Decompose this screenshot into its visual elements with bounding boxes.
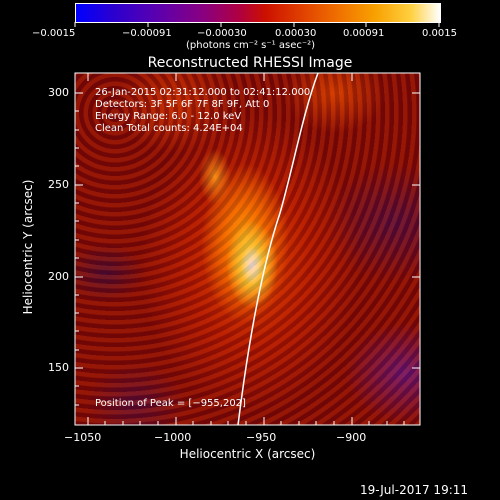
info-line-time: 26-Jan-2015 02:31:12.000 to 02:41:12.000 — [95, 87, 311, 98]
colorbar-tick-label: −0.0015 — [32, 28, 76, 39]
solar-limb-line — [237, 73, 319, 425]
x-tick-label: −1050 — [64, 431, 102, 444]
colorbar-tick-label: 0.0015 — [422, 28, 457, 39]
x-axis-label: Heliocentric X (arcsec) — [179, 447, 316, 461]
info-line-clean: Clean Total counts: 4.24E+04 — [95, 123, 243, 134]
colorbar-tick-label: 0.00030 — [275, 28, 317, 39]
y-tick-label: 300 — [48, 86, 69, 99]
y-tick-label: 250 — [48, 178, 69, 191]
footer-timestamp: 19-Jul-2017 19:11 — [360, 483, 469, 497]
colorbar-tick-label: −0.00030 — [197, 28, 247, 39]
peak-position-label: Position of Peak = [−955,202] — [95, 398, 246, 409]
x-tick-label: −900 — [336, 431, 367, 444]
x-tick-label: −950 — [246, 431, 277, 444]
rhessi-image-panel — [75, 73, 420, 425]
plot-title: Reconstructed RHESSI Image — [147, 55, 353, 71]
colorbar-units-label: (photons cm⁻² s⁻¹ asec⁻²) — [186, 40, 316, 51]
colorbar-tick-label: 0.00091 — [343, 28, 385, 39]
y-axis-label: Heliocentric Y (arcsec) — [21, 179, 35, 315]
y-tick-label: 150 — [48, 361, 69, 374]
colorbar-ticks — [74, 22, 440, 27]
colorbar — [75, 3, 441, 23]
colorbar-tick-label: −0.00091 — [122, 28, 172, 39]
y-tick-label: 200 — [48, 270, 69, 283]
info-line-energy: Energy Range: 6.0 - 12.0 keV — [95, 111, 242, 122]
x-tick-label: −1000 — [154, 431, 192, 444]
info-line-detectors: Detectors: 3F 5F 6F 7F 8F 9F, Att 0 — [95, 99, 270, 110]
